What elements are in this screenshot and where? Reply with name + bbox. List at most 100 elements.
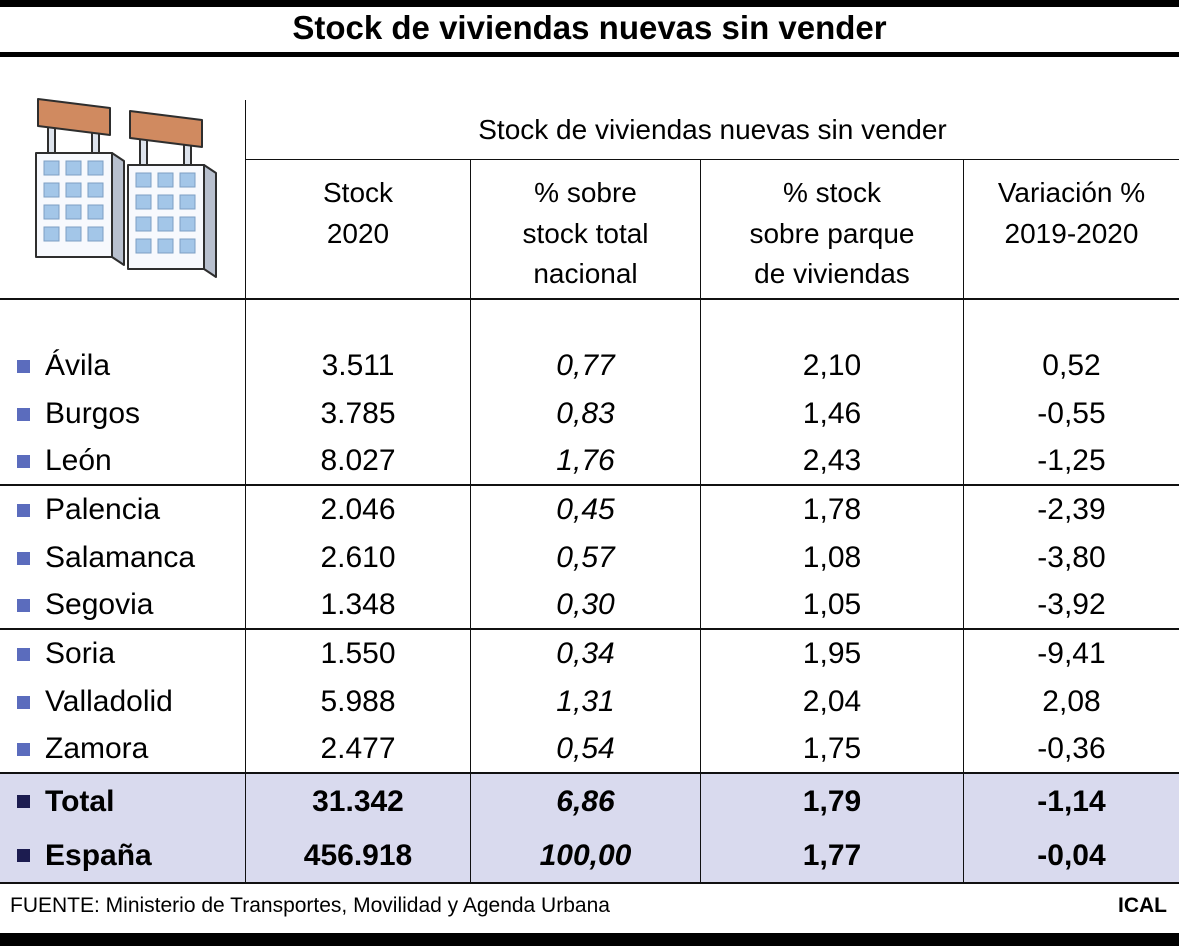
table-cell: 0,45 (470, 486, 700, 534)
table-row-label: Salamanca (0, 534, 245, 582)
table-group-header: Stock de viviendas nuevas sin vender (245, 100, 1179, 160)
table-cell: -1,14 (963, 774, 1179, 829)
table-cell: -0,36 (963, 726, 1179, 774)
table-cell: 1,75 (700, 726, 963, 774)
table-spacer (0, 300, 245, 342)
table-cell: 2,43 (700, 438, 963, 486)
table-row-label: Segovia (0, 582, 245, 630)
agency-credit: ICAL (1118, 894, 1167, 917)
table-cell: 0,30 (470, 582, 700, 630)
table-cell: -3,80 (963, 534, 1179, 582)
table-row-label: Palencia (0, 486, 245, 534)
table-cell: 6,86 (470, 774, 700, 829)
bottom-rule (0, 933, 1179, 946)
table-row-label: Burgos (0, 390, 245, 438)
building-windows (43, 160, 196, 254)
table-cell: 0,57 (470, 534, 700, 582)
square-bullet-icon (17, 454, 30, 468)
table-cell: 0,54 (470, 726, 700, 774)
total-name: Total (45, 784, 115, 818)
table-cell: 3.785 (245, 390, 470, 438)
square-bullet-icon (17, 647, 30, 661)
province-name: Salamanca (45, 541, 196, 574)
square-bullet-icon (17, 359, 30, 373)
square-bullet-icon (17, 849, 30, 862)
square-bullet-icon (17, 795, 30, 808)
table-cell: 1,31 (470, 678, 700, 726)
table-row-label: Valladolid (0, 678, 245, 726)
table-cell: 2,04 (700, 678, 963, 726)
table-cell: 1.348 (245, 582, 470, 630)
table-cell: 1,08 (700, 534, 963, 582)
table-cell: 0,34 (470, 630, 700, 678)
table-cell: 1,78 (700, 486, 963, 534)
table-cell: 1,46 (700, 390, 963, 438)
square-bullet-icon (17, 742, 30, 756)
table-spacer (245, 300, 470, 342)
table-cell: 0,52 (963, 342, 1179, 390)
buildings-illustration (18, 95, 230, 298)
table-row-label: Zamora (0, 726, 245, 774)
table-cell: 2.477 (245, 726, 470, 774)
table-spacer (700, 300, 963, 342)
table-cell: 1,77 (700, 829, 963, 884)
table-cell: 2.046 (245, 486, 470, 534)
table-corner (0, 100, 245, 160)
data-table: Stock de viviendas nuevas sin vender Sto… (0, 100, 1179, 884)
table-cell: 2,10 (700, 342, 963, 390)
table-row-label: Soria (0, 630, 245, 678)
table-cell: 0,83 (470, 390, 700, 438)
table-cell: 8.027 (245, 438, 470, 486)
table-cell: -1,25 (963, 438, 1179, 486)
table-cell: 0,77 (470, 342, 700, 390)
buildings-icon (35, 98, 217, 278)
table-cell: -0,04 (963, 829, 1179, 884)
table-total-label: España (0, 829, 245, 884)
top-rule (0, 0, 1179, 7)
table-cell: 5.988 (245, 678, 470, 726)
table-corner (0, 160, 245, 300)
province-name: Burgos (45, 397, 141, 430)
table-cell: 2.610 (245, 534, 470, 582)
table-cell: -3,92 (963, 582, 1179, 630)
square-bullet-icon (17, 695, 30, 709)
province-name: Ávila (45, 349, 111, 382)
table-cell: -2,39 (963, 486, 1179, 534)
province-name: Palencia (45, 493, 161, 526)
table-cell: 2,08 (963, 678, 1179, 726)
province-name: Zamora (45, 732, 149, 765)
table-cell: 31.342 (245, 774, 470, 829)
table-total-label: Total (0, 774, 245, 829)
province-name: Segovia (45, 588, 154, 621)
table-cell: 1,79 (700, 774, 963, 829)
province-name: Soria (45, 637, 116, 670)
table-row-label: Ávila (0, 342, 245, 390)
table-cell: 456.918 (245, 829, 470, 884)
square-bullet-icon (17, 503, 30, 517)
table-cell: 100,00 (470, 829, 700, 884)
table-cell: 1,95 (700, 630, 963, 678)
table-cell: 1.550 (245, 630, 470, 678)
column-header-pct-parque-viviendas: % stock sobre parque de viviendas (700, 160, 963, 300)
table-cell: 1,05 (700, 582, 963, 630)
square-bullet-icon (17, 551, 30, 565)
square-bullet-icon (17, 598, 30, 612)
province-name: Valladolid (45, 685, 173, 718)
table-cell: 1,76 (470, 438, 700, 486)
table-cell: -9,41 (963, 630, 1179, 678)
table-spacer (470, 300, 700, 342)
title-rule (0, 52, 1179, 57)
column-header-variacion: Variación % 2019-2020 (963, 160, 1179, 300)
source-note: FUENTE: Ministerio de Transportes, Movil… (10, 894, 610, 917)
table-spacer (963, 300, 1179, 342)
square-bullet-icon (17, 407, 30, 421)
column-header-pct-stock-nacional: % sobre stock total nacional (470, 160, 700, 300)
total-name: España (45, 838, 152, 872)
table-cell: 3.511 (245, 342, 470, 390)
page-title: Stock de viviendas nuevas sin vender (292, 9, 887, 46)
column-header-stock-2020: Stock 2020 (245, 160, 470, 300)
province-name: León (45, 444, 112, 477)
table-cell: -0,55 (963, 390, 1179, 438)
table-row-label: León (0, 438, 245, 486)
